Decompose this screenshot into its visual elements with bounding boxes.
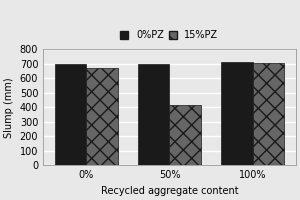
Bar bbox=[169, 105, 201, 165]
Bar bbox=[86, 68, 118, 165]
Bar bbox=[55, 64, 86, 165]
Bar bbox=[138, 64, 170, 165]
Y-axis label: Slump (mm): Slump (mm) bbox=[4, 77, 14, 138]
Legend: 0%PZ, 15%PZ: 0%PZ, 15%PZ bbox=[118, 28, 220, 42]
Bar bbox=[253, 63, 284, 165]
Bar bbox=[221, 62, 253, 165]
X-axis label: Recycled aggregate content: Recycled aggregate content bbox=[100, 186, 238, 196]
